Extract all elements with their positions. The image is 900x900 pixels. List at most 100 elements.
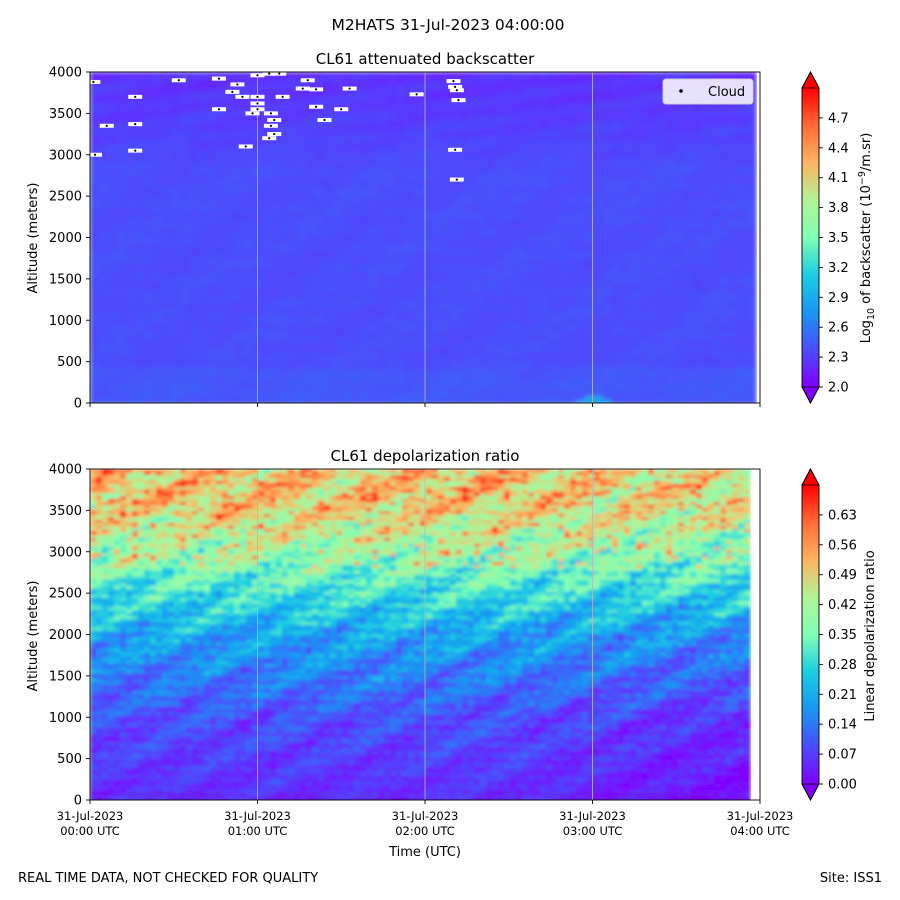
y-tick-label: 2000	[49, 628, 82, 643]
y-tick-label: 2500	[49, 587, 82, 602]
depolarization-field	[90, 469, 751, 800]
y-tick-label: 500	[57, 355, 82, 370]
backscatter-y-label: Altitude (meters)	[26, 183, 41, 294]
cloud-point	[315, 105, 318, 108]
cloud-point	[236, 83, 239, 86]
cloud-point	[315, 88, 318, 91]
cloud-detection	[90, 79, 101, 84]
colorbar-tick-label: 0.49	[828, 568, 857, 583]
cloud-point	[134, 95, 137, 98]
footer-quality-note: REAL TIME DATA, NOT CHECKED FOR QUALITY	[18, 871, 318, 886]
depolarization-colorbar: 0.00 0.07 0.14 0.21 0.28 0.35 0.42 0.49 0.56 0.63…	[801, 468, 878, 801]
cloud-point	[256, 102, 259, 105]
backscatter-y-axis: 0 500 1000 1500 2000 2500 3000 3500 4000	[49, 66, 90, 412]
x-tick-date: 31-Jul-2023	[57, 809, 124, 823]
colorbar-tick-label: 3.2	[828, 261, 849, 276]
cloud-point	[177, 79, 180, 82]
y-tick-label: 500	[57, 752, 82, 767]
cloud-point	[281, 95, 284, 98]
cloud-point	[231, 90, 234, 93]
y-tick-label: 0	[74, 794, 82, 809]
cloud-point	[273, 132, 276, 136]
depolarization-y-label: Altitude (meters)	[26, 581, 41, 692]
cloud-point	[269, 112, 272, 115]
cloud-point	[348, 87, 351, 90]
x-tick-time: 01:00 UTC	[228, 824, 288, 838]
colorbar-extend-max	[801, 468, 820, 486]
cloud-point	[134, 149, 137, 152]
backscatter-x-axis	[89, 403, 761, 407]
x-tick-date: 31-Jul-2023	[559, 809, 626, 823]
cloud-points	[90, 72, 466, 182]
cloud-point	[92, 80, 95, 84]
footer-site: Site: ISS1	[820, 871, 882, 886]
x-tick-time: 00:00 UTC	[60, 824, 120, 838]
backscatter-colorbar-label: Log10 of backscatter (10−9/m.sr)	[857, 133, 877, 344]
colorbar-tick-label: 0.28	[828, 658, 857, 673]
y-tick-label: 2500	[49, 190, 82, 205]
depolarization-y-axis: 0 500 1000 1500 2000 2500 3000 3500 4000	[49, 463, 90, 809]
colorbar-tick-label: 0.63	[828, 508, 857, 523]
cloud-point	[134, 123, 137, 126]
colorbar-tick-label: 0.56	[828, 538, 857, 553]
colorbar-tick-label: 0.42	[828, 598, 857, 613]
cloud-point	[244, 145, 247, 148]
colorbar-tick-label: 4.7	[828, 111, 849, 126]
colorbar-tick-label: 4.1	[828, 171, 849, 186]
cloud-point	[217, 108, 221, 111]
x-tick-date: 31-Jul-2023	[224, 809, 291, 823]
cloud-point	[278, 72, 281, 75]
y-tick-label: 3000	[49, 148, 82, 163]
y-tick-label: 3500	[49, 107, 82, 122]
legend-cloud-marker	[679, 89, 683, 93]
legend[interactable]: Cloud	[662, 78, 754, 105]
x-axis-label: Time (UTC)	[388, 845, 461, 860]
y-tick-label: 1000	[49, 314, 82, 329]
cloud-point	[105, 124, 108, 127]
backscatter-gridlines	[257, 72, 593, 403]
colorbar-extend-min	[801, 386, 820, 404]
cloud-point	[217, 77, 221, 80]
cloud-point	[268, 72, 271, 75]
colorbar-tick-label: 3.8	[828, 201, 849, 216]
colorbar-extend-max	[801, 71, 820, 89]
y-tick-label: 4000	[49, 463, 82, 478]
cloud-point	[454, 148, 457, 151]
y-tick-label: 1000	[49, 711, 82, 726]
cloud-point	[93, 153, 97, 156]
cloud-point	[340, 108, 343, 111]
cloud-point	[454, 85, 457, 88]
colorbar-tick-label: 0.35	[828, 628, 857, 643]
cloud-point	[256, 74, 259, 77]
y-tick-label: 1500	[49, 669, 82, 684]
figure-title: M2HATS 31-Jul-2023 04:00:00	[332, 16, 565, 34]
colorbar-tick-label: 2.9	[828, 291, 849, 306]
x-tick-date: 31-Jul-2023	[727, 809, 794, 823]
cloud-point	[301, 87, 304, 90]
cloud-point	[273, 118, 276, 122]
backscatter-field	[90, 72, 757, 403]
backscatter-panel: CL61 attenuated backscatter 0 500 1000 1500…	[26, 50, 877, 412]
colorbar-tick-label: 0.14	[828, 718, 857, 733]
colorbar-tick-label: 0.21	[828, 688, 857, 703]
cloud-point	[452, 80, 455, 83]
cloud-point	[241, 95, 244, 98]
colorbar-tick-label: 0.00	[828, 778, 857, 793]
cloud-point	[256, 108, 259, 111]
cloud-point	[251, 112, 254, 115]
backscatter-title: CL61 attenuated backscatter	[316, 50, 535, 68]
x-tick-date: 31-Jul-2023	[392, 809, 459, 823]
depolarization-colorbar-label: Linear depolarization ratio	[863, 550, 878, 721]
y-tick-label: 1500	[49, 272, 82, 287]
y-tick-label: 4000	[49, 66, 82, 81]
cloud-point	[256, 95, 259, 98]
colorbar-tick-label: 0.07	[828, 748, 857, 763]
x-tick-time: 03:00 UTC	[563, 824, 623, 838]
cloud-point	[457, 99, 460, 102]
colorbar-tick-label: 2.0	[828, 381, 849, 396]
cloud-point	[455, 178, 458, 181]
cloud-point	[268, 137, 271, 140]
y-tick-label: 3000	[49, 545, 82, 560]
